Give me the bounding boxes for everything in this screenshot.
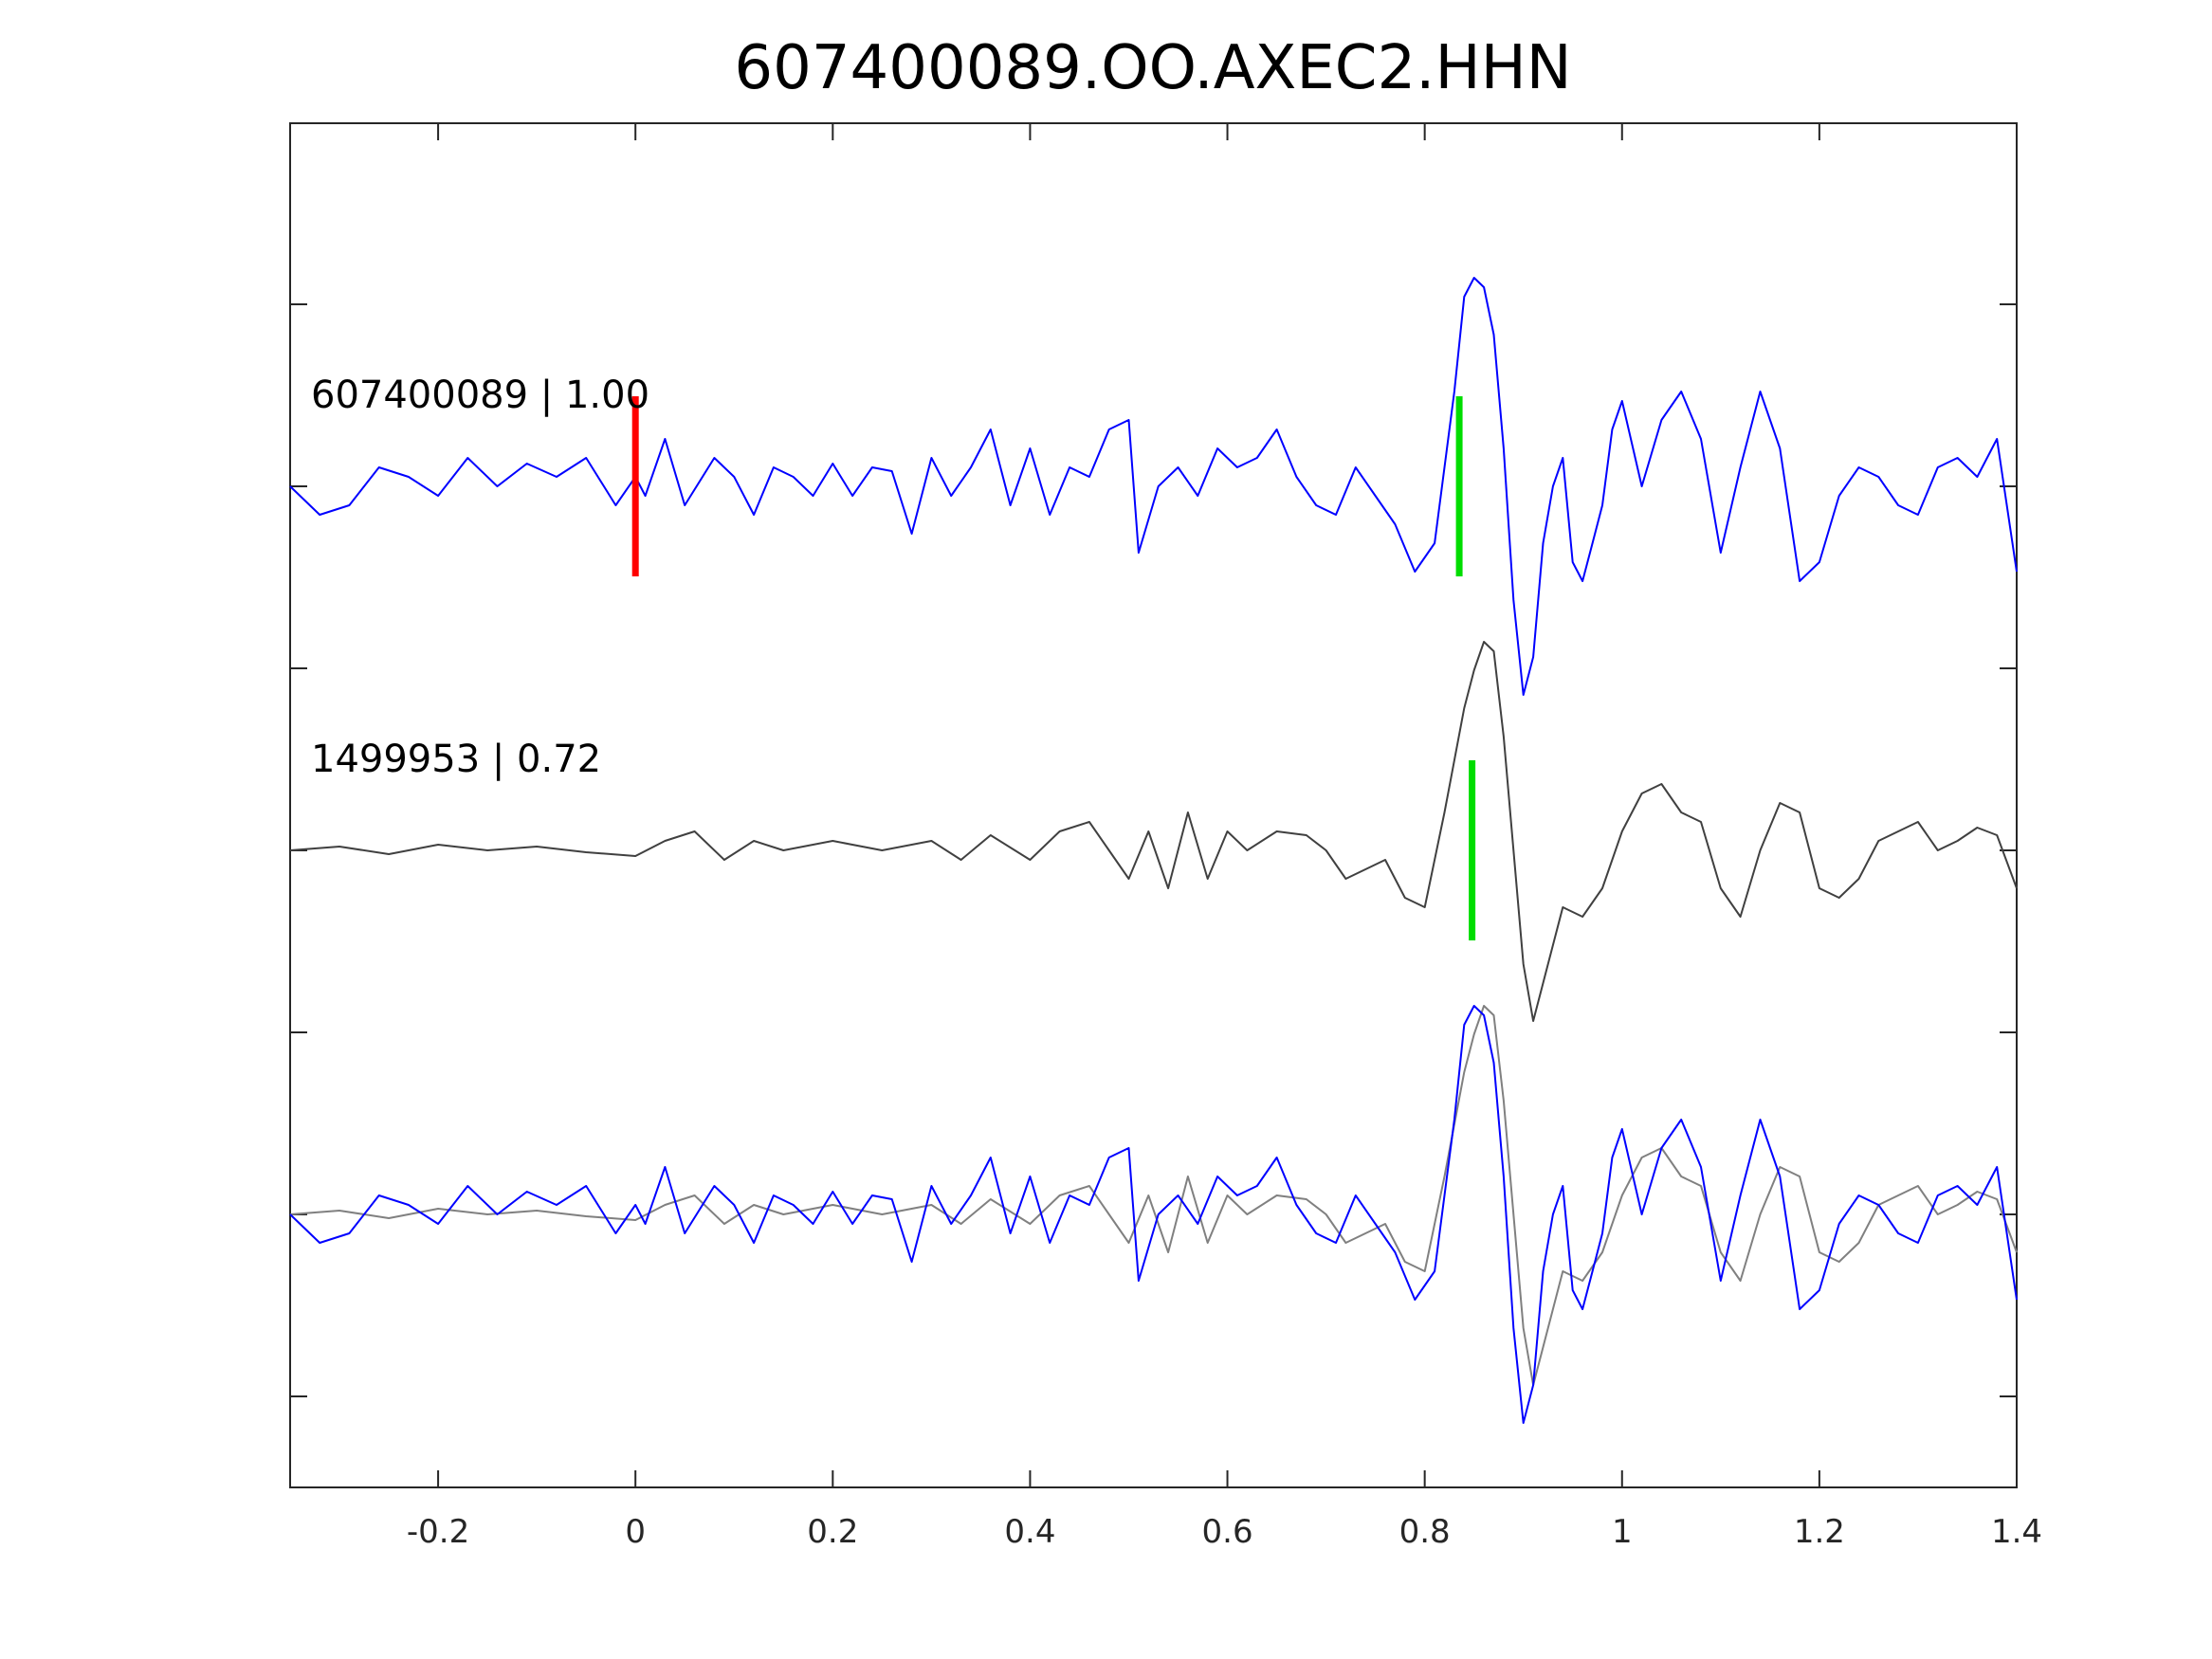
x-tick-label: 0.4 — [1004, 1513, 1055, 1551]
overlay-trace-template — [289, 1005, 2018, 1424]
waveform-traces — [289, 277, 2018, 1424]
trace-labels: 607400089 | 1.00 1499953 | 0.72 — [311, 374, 649, 781]
chart-title: 607400089.OO.AXEC2.HHN — [734, 33, 1571, 103]
x-tick-label: 1 — [1612, 1513, 1633, 1551]
x-tick-label: 0.6 — [1202, 1513, 1253, 1551]
trace-line-1499953 — [289, 641, 2018, 1022]
trace-label-1499953: 1499953 | 0.72 — [311, 738, 601, 781]
trace-line-607400089 — [289, 277, 2018, 696]
overlay-trace-detection — [289, 1005, 2018, 1386]
x-tick-label: 0.2 — [807, 1513, 858, 1551]
x-tick-label: 0 — [625, 1513, 646, 1551]
axes-frame — [289, 122, 2018, 1488]
x-tick-label: 1.4 — [1991, 1513, 2042, 1551]
x-tick-label: 0.8 — [1399, 1513, 1451, 1551]
x-tick-label: -0.2 — [407, 1513, 469, 1551]
phase-picks — [631, 396, 1476, 940]
axis-ticks: -0.2 0 0.2 0.4 0.6 0.8 1 1.2 1.4 — [290, 123, 2042, 1551]
trace-label-607400089: 607400089 | 1.00 — [311, 374, 649, 417]
x-tick-label: 1.2 — [1794, 1513, 1845, 1551]
